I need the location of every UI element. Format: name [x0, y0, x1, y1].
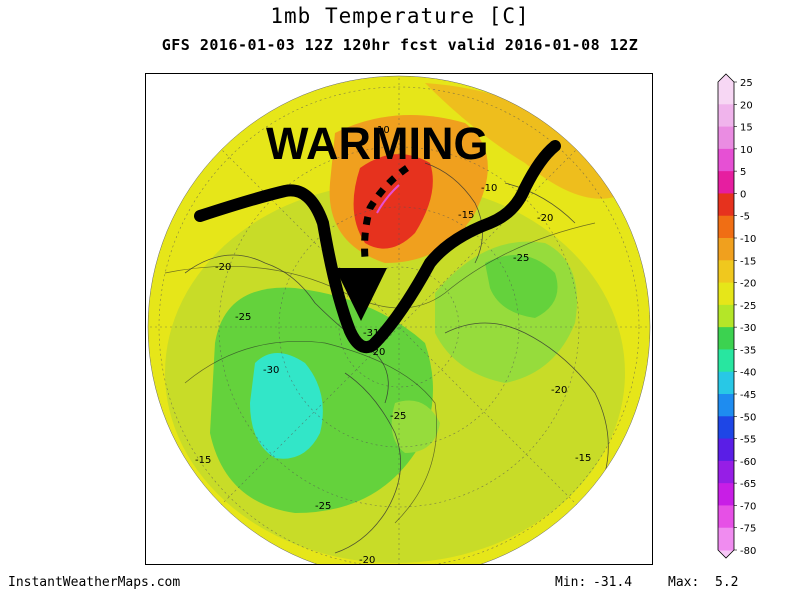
- contour-labels: 10 -10 -15 -20 -20 -25 -25 -31 -20 -30 -…: [195, 125, 591, 565]
- legend-label: -55: [740, 435, 756, 446]
- legend-swatch: [718, 460, 734, 484]
- legend-label: -40: [740, 368, 756, 379]
- polar-temperature-map: 10 -10 -15 -20 -20 -25 -25 -31 -20 -30 -…: [145, 73, 653, 565]
- legend-swatch: [718, 483, 734, 506]
- contour-label: -25: [513, 253, 529, 264]
- forecast-subtitle: GFS 2016-01-03 12Z 120hr fcst valid 2016…: [161, 36, 639, 54]
- contour-label: -25: [390, 411, 406, 422]
- legend-swatch: [718, 304, 734, 328]
- contour-label: 10: [377, 125, 390, 136]
- legend-label: -50: [740, 412, 756, 423]
- legend-label: 20: [740, 100, 753, 111]
- legend-label: 0: [740, 189, 746, 200]
- legend-label: 10: [740, 145, 753, 156]
- legend-swatch: [718, 215, 734, 239]
- legend-swatch: [718, 371, 734, 395]
- legend-label: -70: [740, 501, 756, 512]
- legend-swatch: [718, 349, 734, 373]
- legend-label: -20: [740, 279, 756, 290]
- contour-label: -30: [263, 365, 279, 376]
- legend-swatch: [718, 282, 734, 306]
- legend-label: -15: [740, 256, 756, 267]
- map-frame: [145, 73, 653, 565]
- contour-label: -10: [481, 183, 497, 194]
- legend-swatch: [718, 438, 734, 462]
- contour-label: -20: [215, 262, 231, 273]
- down-arrow-icon: [335, 268, 387, 321]
- legend-label: -65: [740, 479, 756, 490]
- contour-label: -20: [359, 555, 375, 565]
- max-label: Max:: [668, 575, 700, 590]
- chart-title: 1mb Temperature [C]: [270, 4, 530, 28]
- min-value: -31.4: [593, 575, 633, 590]
- legend-swatch: [718, 82, 734, 105]
- legend-swatch: [718, 260, 734, 284]
- legend-label: -30: [740, 323, 756, 334]
- legend-swatch: [718, 505, 734, 529]
- magenta-line: [376, 184, 400, 214]
- min-label: Min:: [555, 575, 587, 590]
- source-credit: InstantWeatherMaps.com: [8, 575, 181, 590]
- legend-label: -35: [740, 345, 756, 356]
- legend-swatch: [718, 394, 734, 417]
- contour-label: -25: [315, 501, 331, 512]
- legend-label: -25: [740, 301, 756, 312]
- legend-swatch: [718, 104, 734, 128]
- legend-label: 5: [740, 167, 746, 178]
- legend-swatch: [718, 527, 734, 551]
- contour-label: -15: [458, 210, 474, 221]
- legend-top-tip: [718, 74, 734, 82]
- contour-label: -31: [363, 328, 379, 339]
- legend-label: -80: [740, 546, 756, 557]
- legend-bottom-tip: [718, 550, 734, 558]
- contour-label: -20: [551, 385, 567, 396]
- legend-swatch: [718, 238, 734, 261]
- legend-label: 15: [740, 123, 753, 134]
- legend-label: -10: [740, 234, 756, 245]
- legend-label: -45: [740, 390, 756, 401]
- legend-label: 25: [740, 78, 753, 89]
- max-value: 5.2: [715, 575, 739, 590]
- legend-label: -75: [740, 524, 756, 535]
- color-legend: 25 20 15 10 5 0 -5 -10 -15 -20 -25 -30 -35 -40 -45 -50 -…: [717, 73, 756, 559]
- trough-line: [194, 140, 561, 354]
- warming-annotation: WARMING: [266, 118, 488, 169]
- legend-label: -60: [740, 457, 756, 468]
- legend-swatch: [718, 193, 734, 217]
- contour-label: -20: [537, 213, 553, 224]
- contour-label: -15: [575, 453, 591, 464]
- legend-swatch: [718, 126, 734, 150]
- legend-swatch: [718, 148, 734, 172]
- contour-label: -25: [235, 312, 251, 323]
- legend-swatch: [718, 171, 734, 194]
- legend-swatch: [718, 416, 734, 440]
- dotted-arrow-path: [361, 165, 410, 259]
- legend-label: -5: [740, 212, 750, 223]
- legend-swatch: [718, 327, 734, 350]
- contour-label: -15: [195, 455, 211, 466]
- contour-label: -20: [369, 347, 385, 358]
